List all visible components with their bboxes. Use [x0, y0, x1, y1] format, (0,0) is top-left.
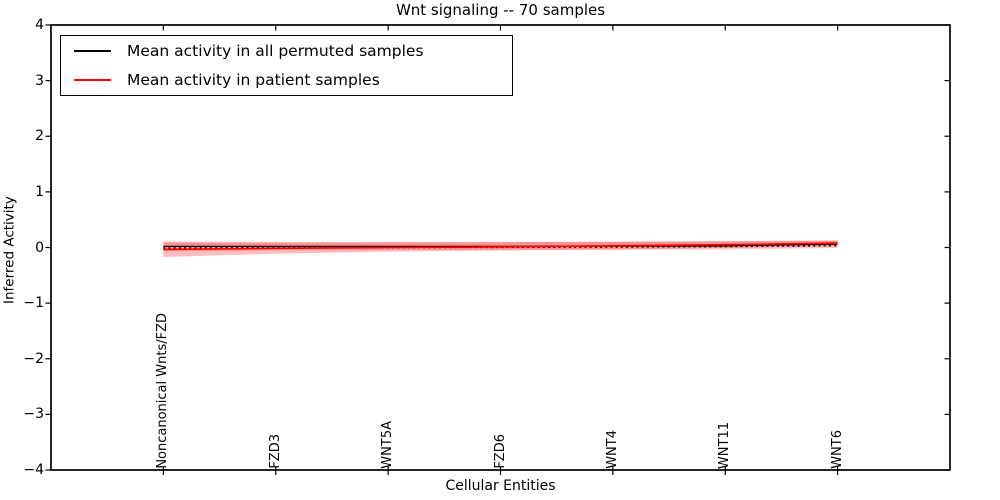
legend-line-black: [74, 50, 111, 53]
x-tick-label: WNT11: [717, 421, 733, 469]
legend-label-patient: Mean activity in patient samples: [127, 70, 380, 89]
x-tick-label: WNT6: [829, 430, 845, 469]
y-tick-label: −1: [23, 295, 44, 312]
series-line-patient: [163, 242, 838, 251]
legend-label-permuted: Mean activity in all permuted samples: [127, 42, 424, 61]
confidence-band: [163, 240, 838, 257]
x-tick-label: WNT4: [604, 430, 620, 469]
x-axis-label: Cellular Entities: [445, 478, 556, 494]
y-tick-label: 3: [35, 72, 44, 89]
y-tick-label: 4: [35, 17, 44, 33]
x-tick-label: FZD6: [492, 434, 508, 469]
y-tick-label: −4: [23, 462, 44, 478]
legend-line-red: [74, 78, 111, 81]
chart-title: Wnt signaling -- 70 samples: [395, 1, 606, 19]
x-tick-label: FZD3: [267, 434, 283, 469]
x-tick-label: Noncanonical Wnts/FZD: [155, 313, 171, 469]
legend-item-permuted: Mean activity in all permuted samples: [61, 38, 512, 64]
x-tick-label: WNT5A: [380, 421, 396, 469]
y-tick-label: 1: [35, 183, 44, 200]
y-tick-label: −3: [23, 406, 44, 423]
series-line-dotted: [163, 244, 838, 249]
y-tick-label: −2: [23, 350, 44, 367]
y-tick-label: 0: [35, 239, 44, 256]
legend: Mean activity in all permuted samples Me…: [60, 35, 513, 96]
y-tick-label: 2: [35, 128, 44, 145]
legend-item-patient: Mean activity in patient samples: [61, 67, 512, 93]
